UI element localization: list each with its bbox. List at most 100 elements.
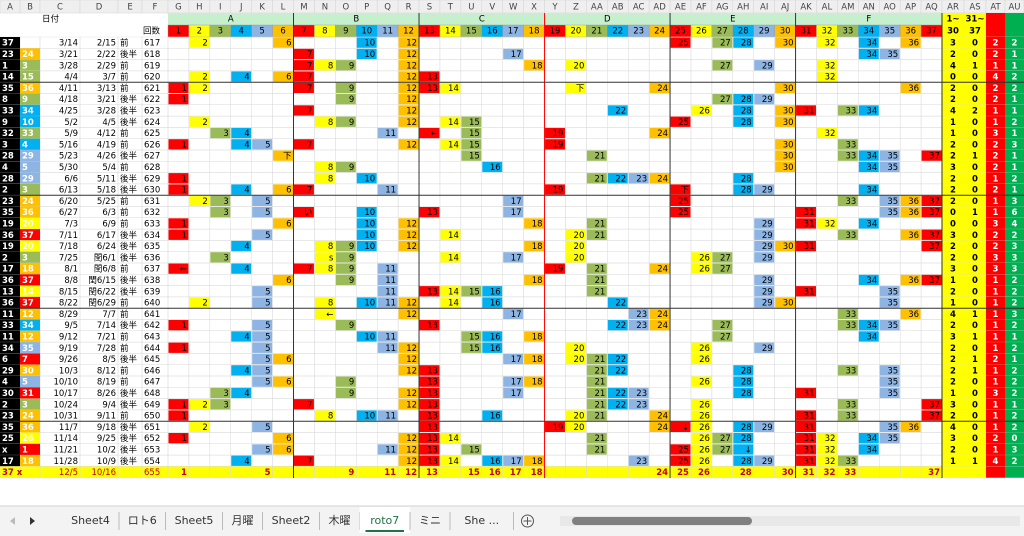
mark-text: 4 — [244, 332, 249, 342]
number-cell — [0, 217, 20, 230]
sheet-tab[interactable]: She ... — [464, 514, 499, 527]
prev-sheet[interactable] — [10, 517, 15, 525]
sheet-tab[interactable]: Sheet4 — [71, 514, 110, 527]
mark-text: 32 — [825, 219, 836, 229]
stat-cell — [942, 466, 964, 478]
cell-text: 後半 — [120, 49, 138, 60]
sheet-tab[interactable]: ロト6 — [128, 514, 157, 527]
number-mark — [628, 320, 649, 331]
number-mark — [565, 342, 586, 353]
number-mark — [733, 184, 754, 195]
number-mark — [356, 331, 377, 342]
number-mark — [879, 376, 900, 387]
number-mark — [398, 139, 419, 150]
sheet-tab[interactable]: Sheet2 — [272, 514, 311, 527]
mark-text: 4 — [244, 457, 249, 467]
number-header: 34 — [863, 27, 874, 37]
column-letter: E — [127, 3, 132, 13]
column-letter: A — [7, 3, 13, 13]
mark-text: 12 — [406, 219, 417, 229]
stat-cell — [1005, 466, 1024, 478]
mark-text: 31 — [804, 242, 815, 252]
mark-text: 30 — [783, 118, 794, 128]
column-letter: AB — [612, 3, 624, 13]
stat-value: 1 — [972, 152, 978, 162]
mark-text: 下 — [283, 152, 292, 162]
stat-value: 1 — [993, 423, 999, 433]
number-cell — [20, 330, 40, 343]
number-mark — [461, 331, 482, 342]
number-mark — [189, 82, 210, 93]
number-mark — [210, 127, 231, 139]
cell-text: 35 — [22, 344, 34, 354]
add-sheet[interactable] — [521, 514, 534, 528]
number-mark — [712, 331, 733, 342]
next-sheet[interactable] — [30, 517, 35, 525]
number-mark — [775, 139, 796, 150]
sheet-tab[interactable]: 木曜 — [329, 514, 351, 527]
total-row-bg — [0, 466, 942, 478]
mark-text: 5 — [265, 208, 270, 218]
number-mark — [649, 82, 670, 93]
stat-cell — [1005, 116, 1024, 128]
mark-text: 34 — [866, 106, 877, 116]
number-cell — [20, 251, 40, 263]
sheet-tab[interactable]: Sheet5 — [175, 514, 214, 527]
mark-text: 5 — [265, 366, 270, 376]
number-cell — [20, 127, 40, 139]
sheet-tab[interactable]: roto7 — [370, 514, 399, 527]
cell-text: 後半 — [120, 151, 138, 162]
number-mark — [252, 195, 273, 206]
cell-text: 15 — [22, 73, 34, 83]
cell-text: 10/16 — [92, 468, 117, 478]
stat-cell — [942, 138, 964, 150]
number-mark — [586, 433, 607, 444]
cell-text: 4/4 — [64, 73, 78, 83]
number-mark — [649, 421, 670, 432]
number-mark — [754, 286, 775, 297]
column-letter: P — [364, 3, 369, 13]
cell-text: 後半 — [120, 94, 138, 105]
stat-value: 0 — [972, 129, 978, 139]
sheet-tab[interactable]: ミニ — [419, 514, 441, 527]
mark-text: 4 — [244, 389, 249, 399]
stat-value: 2 — [950, 366, 956, 376]
cell-text: 37 — [22, 276, 34, 286]
mark-text: 25 — [678, 457, 689, 467]
number-mark — [586, 353, 607, 365]
number-mark — [900, 274, 921, 286]
stat-cell — [964, 376, 986, 388]
cell-text: 後半 — [120, 399, 138, 410]
mark-text: 36 — [908, 84, 919, 94]
cell-text: 34 — [22, 106, 34, 116]
mark-text: 8 — [328, 265, 333, 275]
mark-text: 17 — [511, 457, 522, 467]
number-mark — [168, 184, 189, 195]
sheet-tab[interactable]: 月曜 — [232, 514, 254, 527]
number-mark — [273, 274, 294, 286]
number-mark — [796, 410, 816, 421]
mark-text: 21 — [594, 400, 605, 410]
mark-text: 37 — [929, 412, 940, 422]
stat-cell — [964, 308, 986, 320]
number-header: 17 — [508, 27, 519, 37]
mark-text: 27 — [720, 61, 731, 71]
scroll-thumb[interactable] — [572, 517, 752, 525]
horizontal-scrollbar[interactable] — [560, 516, 1020, 526]
number-mark — [335, 240, 356, 252]
stat-value: 3 — [993, 265, 999, 275]
mark-text: 22 — [615, 366, 626, 376]
add-sheet-plus[interactable] — [523, 517, 532, 525]
number-mark — [586, 173, 607, 184]
mark-text: 13 — [427, 445, 438, 455]
mark-text: 17 — [511, 378, 522, 388]
mark-text: 5 — [265, 344, 270, 354]
group-label: A — [228, 15, 234, 25]
stat-value: 6 — [1012, 208, 1018, 218]
number-mark — [294, 263, 314, 274]
column-letter: D — [96, 3, 103, 13]
number-mark — [733, 376, 754, 387]
mark-text: 14 — [448, 118, 459, 128]
cell-text: 35 — [2, 208, 14, 218]
stat-value: 2 — [950, 287, 956, 297]
